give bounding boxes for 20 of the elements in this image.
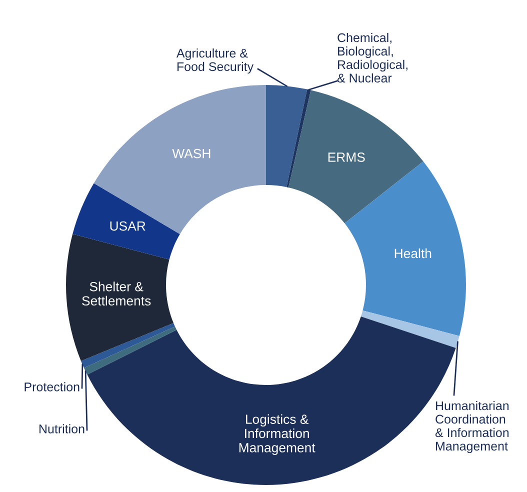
slice-label: Health	[394, 248, 432, 258]
donut-slice	[360, 310, 460, 348]
donut-slice	[344, 161, 466, 336]
slice-label: Agriculture & Food Security	[176, 48, 254, 74]
slice-label: Protection	[24, 382, 80, 392]
slice-label: WASH	[172, 148, 210, 158]
slice-label: Humanitarian Coordination & Information Management	[435, 401, 509, 454]
slice-label: Chemical, Biological, Radiological, & Nuclear	[337, 32, 408, 83]
donut-slice	[94, 85, 266, 234]
slice-label: USAR	[110, 221, 146, 231]
slice-label: Shelter & Settlements	[82, 282, 151, 306]
donut-slice	[288, 90, 424, 224]
donut-slice	[80, 322, 175, 368]
donut-slice	[66, 234, 174, 361]
donut-slice	[266, 85, 308, 188]
slice-label: Logistics & Information Management	[239, 414, 316, 455]
slice-label: ERMS	[328, 152, 365, 162]
donut-slice	[84, 326, 177, 375]
donut-slice	[72, 183, 180, 260]
slice-label: Nutrition	[39, 424, 84, 434]
